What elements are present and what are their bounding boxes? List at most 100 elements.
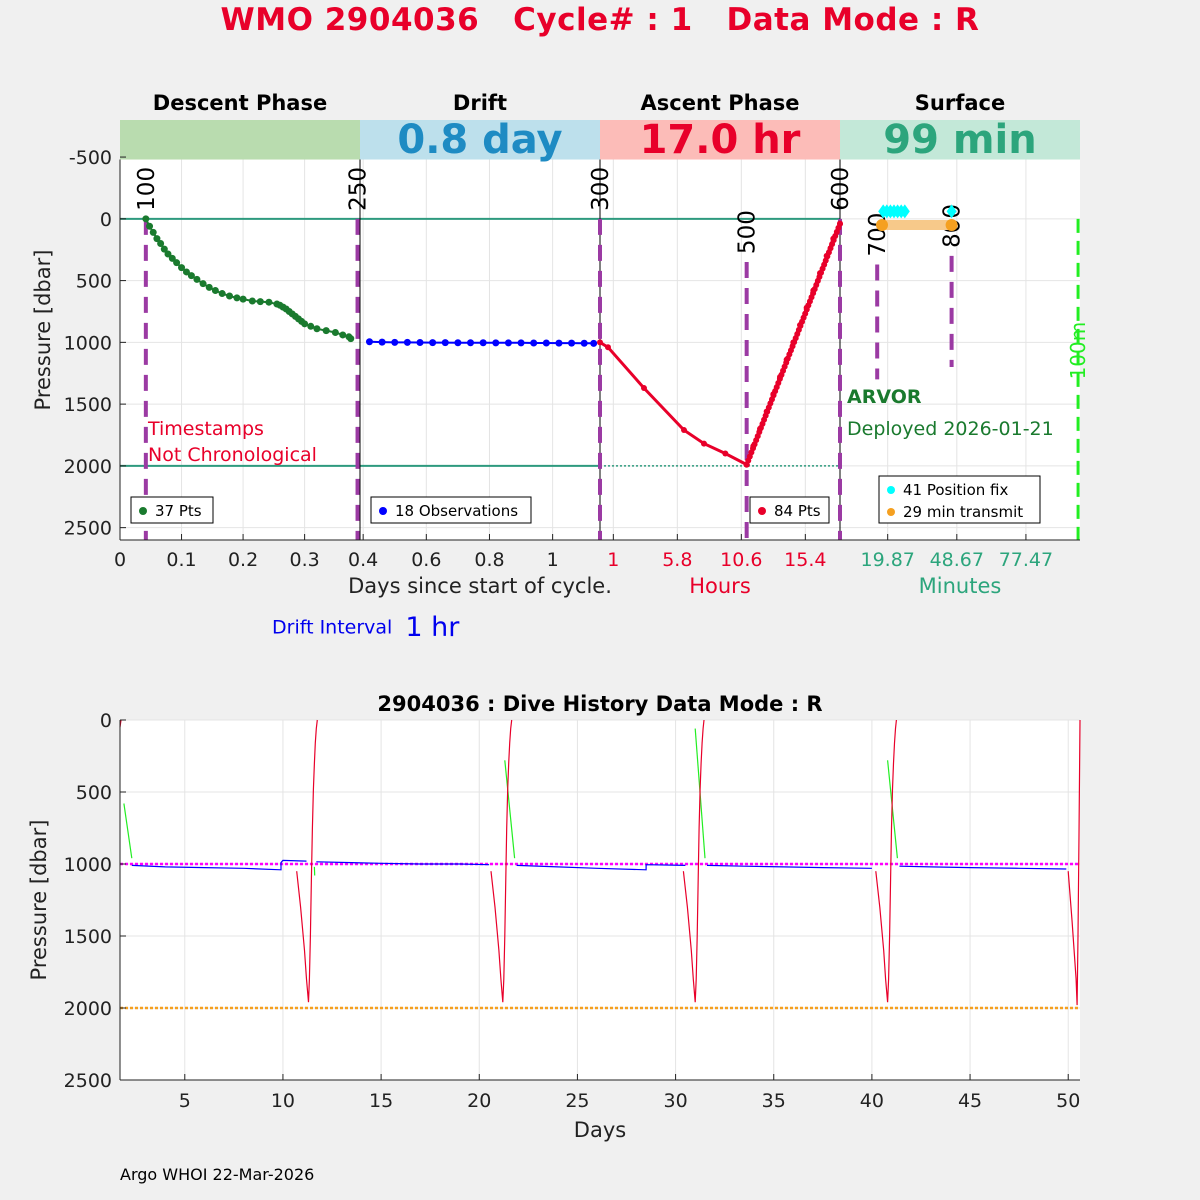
dive-history-title: 2904036 : Dive History Data Mode : R bbox=[377, 692, 822, 716]
drift-point bbox=[416, 338, 424, 346]
x-tick-label: 25 bbox=[565, 1090, 589, 1112]
drift-trace bbox=[131, 859, 307, 871]
surface-legend-label: 29 min transmit bbox=[903, 503, 1023, 521]
descent-point bbox=[146, 222, 154, 230]
descent-point bbox=[199, 280, 207, 288]
y-tick-label: 2000 bbox=[64, 456, 112, 478]
descent-trace bbox=[123, 803, 133, 859]
x-tick-label: 35 bbox=[762, 1090, 786, 1112]
descent-point bbox=[157, 240, 165, 248]
y-tick-label: 1000 bbox=[64, 332, 112, 354]
descent-point bbox=[239, 295, 247, 303]
surface-legend-label: 41 Position fix bbox=[903, 481, 1008, 499]
y-tick-label: -500 bbox=[69, 147, 112, 169]
y-tick-label: 2000 bbox=[64, 998, 112, 1020]
x-axis-title-hours: Hours bbox=[689, 574, 751, 598]
drift-point bbox=[391, 338, 399, 346]
ascent-point bbox=[681, 427, 687, 434]
ascent-legend-label: 84 Pts bbox=[774, 502, 821, 520]
ascent-point bbox=[837, 220, 843, 227]
ascent-point bbox=[641, 385, 647, 392]
descent-point bbox=[182, 268, 190, 276]
x-axis-title: Days bbox=[574, 1118, 626, 1142]
drift-point bbox=[479, 339, 487, 347]
phase-title: Surface bbox=[915, 91, 1005, 115]
phase-bar bbox=[840, 120, 1080, 160]
descent-point bbox=[265, 298, 273, 306]
descent-point bbox=[153, 235, 161, 243]
x-tick-label: 1 bbox=[607, 549, 619, 571]
y-tick-label: 500 bbox=[76, 271, 112, 293]
phase-duration: 17.0 hr bbox=[640, 117, 801, 163]
ascent-trace bbox=[296, 719, 318, 1003]
event-marker-label: 250 bbox=[346, 167, 372, 211]
ascent-point bbox=[605, 344, 611, 351]
descent-legend-swatch bbox=[139, 507, 147, 515]
drift-point bbox=[530, 339, 538, 347]
y-tick-label: 0 bbox=[100, 209, 112, 231]
y-tick-label: 500 bbox=[76, 782, 112, 804]
descent-point bbox=[173, 259, 181, 267]
descent-point bbox=[307, 322, 315, 330]
drift-point bbox=[517, 339, 525, 347]
drift-point bbox=[365, 338, 373, 346]
phase-bar bbox=[120, 120, 360, 160]
drift-legend-label: 18 Observations bbox=[395, 502, 518, 520]
x-tick-label: 0.3 bbox=[290, 549, 320, 571]
drift-point bbox=[378, 338, 386, 346]
descent-point bbox=[164, 250, 172, 258]
phase-title: Descent Phase bbox=[153, 91, 327, 115]
descent-point bbox=[218, 290, 226, 298]
descent-legend-label: 37 Pts bbox=[155, 502, 202, 520]
phase-duration: 0.8 day bbox=[397, 117, 562, 163]
drift-trace bbox=[899, 865, 1067, 870]
ascent-trace bbox=[682, 719, 705, 1003]
drift-point bbox=[429, 339, 437, 347]
position-fix-point bbox=[946, 204, 957, 219]
transmit-point bbox=[876, 219, 888, 231]
x-tick-label: 1 bbox=[547, 549, 559, 571]
descent-point bbox=[205, 283, 213, 291]
drift-point bbox=[590, 339, 598, 347]
x-tick-label: 15 bbox=[369, 1090, 393, 1112]
drift-point bbox=[467, 339, 475, 347]
descent-point bbox=[142, 215, 150, 223]
ascent-point bbox=[597, 339, 603, 346]
ascent-trace bbox=[875, 719, 897, 1003]
phase-title: Ascent Phase bbox=[641, 91, 800, 115]
ascent-legend-swatch bbox=[758, 507, 766, 515]
drift-point bbox=[454, 339, 462, 347]
descent-point bbox=[233, 294, 241, 302]
y-tick-label: 1500 bbox=[64, 394, 112, 416]
x-tick-label: 45 bbox=[958, 1090, 982, 1112]
x-tick-label: 0.4 bbox=[348, 549, 378, 571]
descent-point bbox=[178, 264, 186, 272]
y-tick-label: 2500 bbox=[64, 518, 112, 540]
phase-bar bbox=[600, 120, 840, 160]
x-tick-label: 0 bbox=[114, 549, 126, 571]
drift-interval: Drift Interval 1 hr bbox=[272, 612, 459, 643]
event-marker-label: 500 bbox=[735, 210, 761, 254]
descent-point bbox=[160, 245, 168, 253]
event-marker-label: 100 bbox=[134, 167, 160, 211]
drift-legend-swatch bbox=[379, 507, 387, 515]
drift-point bbox=[441, 339, 449, 347]
y-axis-title: Pressure [dbar] bbox=[27, 820, 51, 981]
descent-point bbox=[331, 328, 339, 336]
deployed-date: Deployed 2026-01-21 bbox=[847, 418, 1054, 440]
drift-point bbox=[568, 339, 576, 347]
x-tick-label: 48.67 bbox=[930, 549, 984, 571]
x-tick-label: 30 bbox=[663, 1090, 687, 1112]
surface-legend-swatch bbox=[887, 486, 895, 494]
drift-point bbox=[403, 338, 411, 346]
ascent-trace bbox=[490, 719, 513, 1003]
descent-point bbox=[347, 335, 355, 343]
x-tick-label: 19.87 bbox=[860, 549, 914, 571]
descent-point bbox=[339, 331, 347, 339]
ascent-trace bbox=[1067, 719, 1081, 1006]
drift-point bbox=[555, 339, 563, 347]
drift-point bbox=[492, 339, 500, 347]
event-marker-label: 700 bbox=[865, 213, 891, 257]
x-tick-label: 5.8 bbox=[662, 549, 692, 571]
